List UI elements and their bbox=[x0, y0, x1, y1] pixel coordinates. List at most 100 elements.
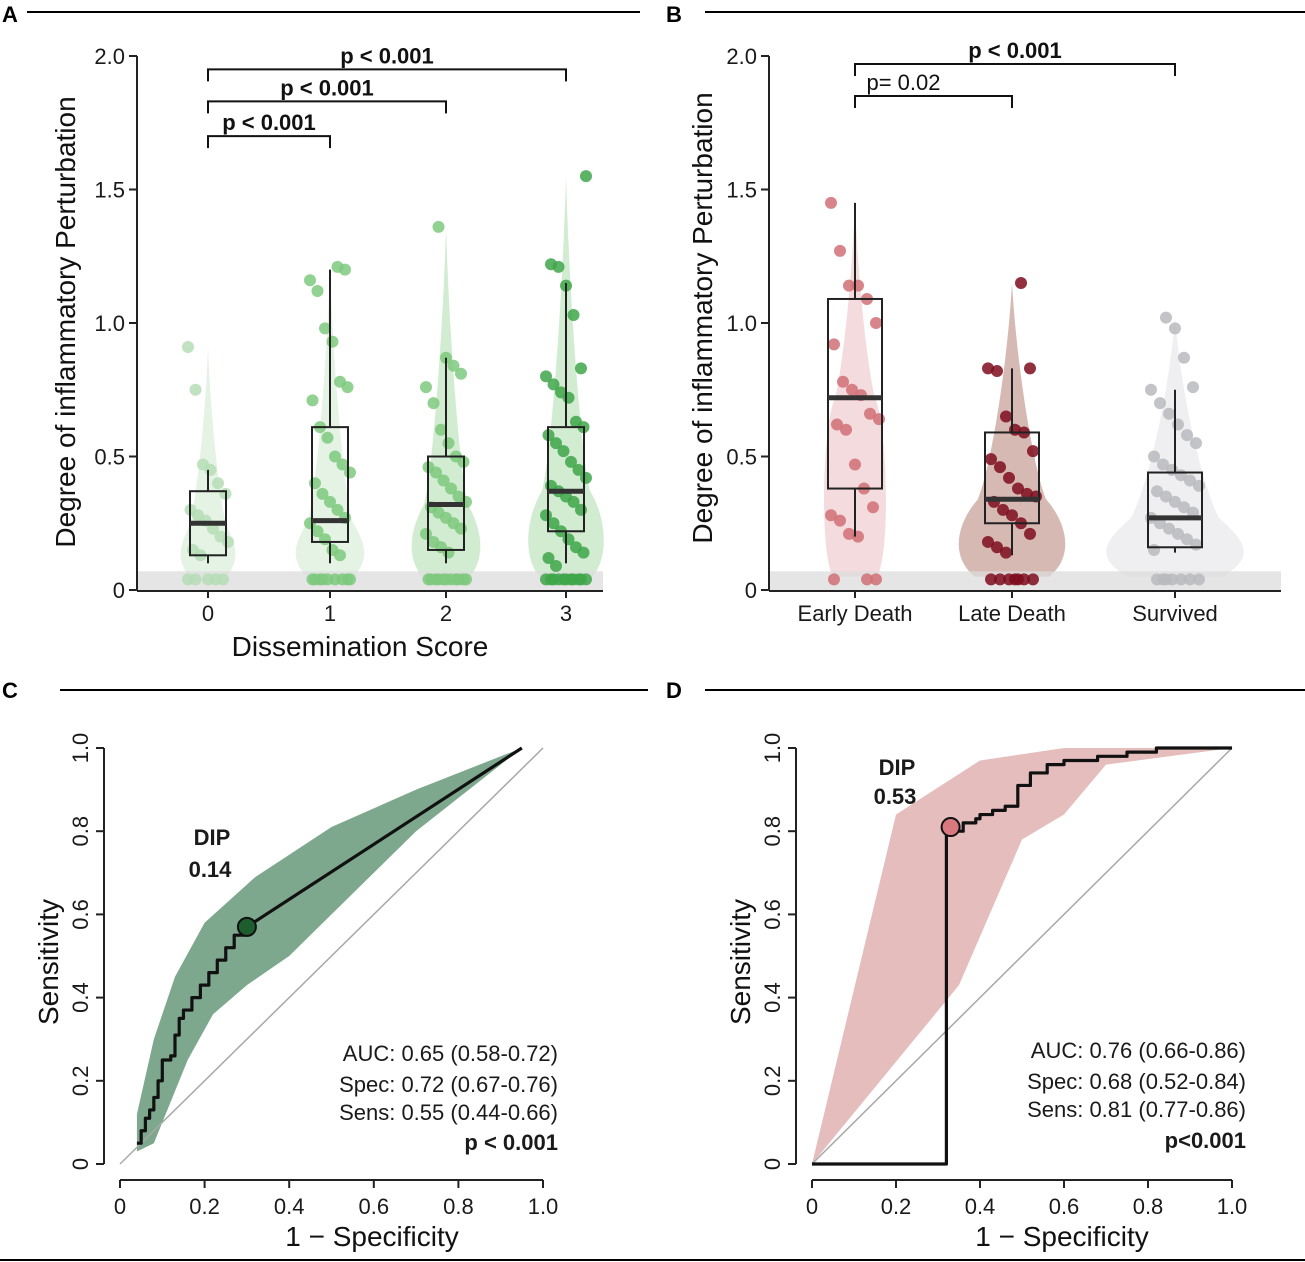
panel-b-point bbox=[1154, 397, 1166, 410]
panel-b-point bbox=[864, 407, 876, 420]
panel-a-x-tick-label: 1 bbox=[324, 601, 336, 626]
panel-b-point bbox=[1184, 573, 1196, 586]
panel-b-y-tick-label: 0 bbox=[745, 578, 757, 603]
panel-b-point bbox=[1190, 437, 1202, 450]
panel-b-point bbox=[1151, 485, 1163, 498]
panel-a-x-axis-title: Dissemination Score bbox=[232, 631, 489, 662]
panel-b-point bbox=[982, 362, 994, 375]
panel-label-a: A bbox=[2, 2, 18, 27]
panel-a-point bbox=[316, 487, 329, 500]
panel-b-point bbox=[1000, 410, 1012, 423]
panel-a-point bbox=[217, 573, 229, 586]
panel-d-x-tick-label: 0.2 bbox=[881, 1194, 912, 1219]
panel-b-point bbox=[1148, 543, 1160, 556]
panel-b-sig-bracket bbox=[854, 95, 1013, 109]
panel-b-point bbox=[1160, 573, 1172, 586]
panel-a-point bbox=[442, 546, 455, 559]
panel-a-point bbox=[430, 466, 442, 479]
panel-a-point bbox=[580, 471, 592, 484]
panel-a-point bbox=[562, 391, 575, 404]
panel-d-x-tick-label: 1.0 bbox=[1217, 1194, 1248, 1219]
panel-d-y-tick-label: 0.6 bbox=[760, 899, 785, 930]
panel-b-point bbox=[1169, 495, 1181, 508]
panel-d-y-tick-label: 0 bbox=[760, 1158, 785, 1170]
panel-c-y-tick-label: 0 bbox=[68, 1158, 93, 1170]
panel-b-point bbox=[1181, 533, 1193, 546]
panel-b-point bbox=[1163, 522, 1175, 535]
panel-a-point bbox=[324, 495, 336, 508]
panel-d-y-tick-label: 0.2 bbox=[760, 1066, 785, 1097]
panel-b-point bbox=[1172, 418, 1184, 431]
panel-c-roc-curve bbox=[136, 746, 523, 1145]
panel-a-point bbox=[189, 573, 202, 586]
panel-a-point bbox=[212, 477, 224, 490]
panel-label-d: D bbox=[666, 678, 682, 703]
panel-b-point bbox=[831, 418, 843, 431]
panel-b-point bbox=[1187, 381, 1199, 394]
panel-a-chart: 0 1 2 3 0 0.5 1.0 1.5 2.0 p < 0.001 p < 0.001 p < … bbox=[50, 43, 604, 662]
panel-a-point bbox=[567, 495, 580, 508]
panel-a-point bbox=[435, 423, 447, 436]
panel-c-x-tick-label: 0 bbox=[114, 1194, 126, 1219]
panel-b-chart: Early Death Late Death Survived 0 0.5 1.0 1.5 2… bbox=[687, 38, 1281, 626]
panel-a-y-tick-label: 1.0 bbox=[94, 311, 125, 336]
panel-b-box-0 bbox=[827, 297, 883, 490]
panel-b-point bbox=[861, 573, 873, 586]
panel-b-y-axis-title: Degree of inflammatory Perturbation bbox=[687, 92, 718, 543]
panel-c-sens: Sens: 0.55 (0.44-0.66) bbox=[339, 1100, 558, 1125]
panel-d-y-tick-label: 0.4 bbox=[760, 982, 785, 1013]
panel-b-point bbox=[843, 279, 855, 292]
panel-b-point bbox=[1172, 527, 1184, 540]
panel-b-point bbox=[870, 317, 882, 329]
panel-c-ci-band bbox=[136, 748, 522, 1152]
panel-b-point bbox=[1024, 362, 1036, 375]
panel-b-point bbox=[1027, 445, 1039, 458]
panel-b-point bbox=[1190, 538, 1202, 551]
panel-b-point bbox=[825, 196, 837, 209]
panel-a-point bbox=[319, 322, 331, 335]
panel-b-y-tick-label: 0.5 bbox=[726, 445, 757, 470]
panel-d-cutpoint-value: 0.53 bbox=[874, 784, 917, 809]
panel-a-sig-label: p < 0.001 bbox=[280, 75, 374, 100]
panel-a-point bbox=[334, 549, 346, 562]
panel-a-y-tick-label: 0.5 bbox=[94, 445, 125, 470]
panel-a-point bbox=[445, 482, 457, 495]
panel-b-point bbox=[1003, 573, 1015, 586]
panel-a-point bbox=[420, 381, 432, 394]
panel-d-y-axis-title: Sensitivity bbox=[725, 899, 756, 1025]
panel-c-auc: AUC: 0.65 (0.58-0.72) bbox=[343, 1041, 558, 1066]
panel-a-point bbox=[575, 503, 587, 516]
panel-d-x-axis-title: 1 − Specificity bbox=[975, 1221, 1149, 1252]
panel-b-point bbox=[867, 501, 879, 514]
panel-b-point bbox=[843, 527, 855, 540]
panel-a-point bbox=[222, 535, 234, 548]
panel-b-point bbox=[840, 423, 852, 436]
panel-b-point bbox=[1024, 527, 1036, 540]
panel-a-sig-label: p < 0.001 bbox=[222, 110, 316, 135]
panel-a-point bbox=[550, 559, 562, 572]
panel-d-auc: AUC: 0.76 (0.66-0.86) bbox=[1031, 1038, 1246, 1063]
panel-b-y-tick-label: 1.5 bbox=[726, 178, 757, 203]
panel-b-point bbox=[828, 573, 840, 586]
panel-b-point bbox=[1006, 509, 1018, 522]
panel-b-point bbox=[997, 503, 1009, 516]
panel-a-point bbox=[344, 573, 356, 586]
panel-c-cutpoint-marker bbox=[236, 916, 257, 937]
panel-a-point bbox=[577, 546, 590, 559]
panel-b-point bbox=[828, 338, 840, 351]
panel-a-point bbox=[344, 466, 356, 479]
panel-d-sens: Sens: 0.81 (0.77-0.86) bbox=[1027, 1097, 1246, 1122]
panel-c-diagonal bbox=[119, 747, 544, 1165]
panel-a-box-1 bbox=[311, 426, 349, 543]
panel-a-point bbox=[189, 383, 202, 396]
panel-c-spec: Spec: 0.72 (0.67-0.76) bbox=[339, 1072, 558, 1097]
panel-a-point bbox=[311, 525, 324, 538]
panel-a-point bbox=[557, 445, 570, 458]
panel-b-point bbox=[1027, 573, 1039, 586]
panel-a-point bbox=[547, 573, 560, 586]
panel-a-point bbox=[460, 573, 472, 586]
panel-b-x-tick-label: Late Death bbox=[958, 601, 1066, 626]
panel-b-point bbox=[1015, 276, 1027, 289]
panel-c-y-tick-label: 0.6 bbox=[68, 899, 93, 930]
